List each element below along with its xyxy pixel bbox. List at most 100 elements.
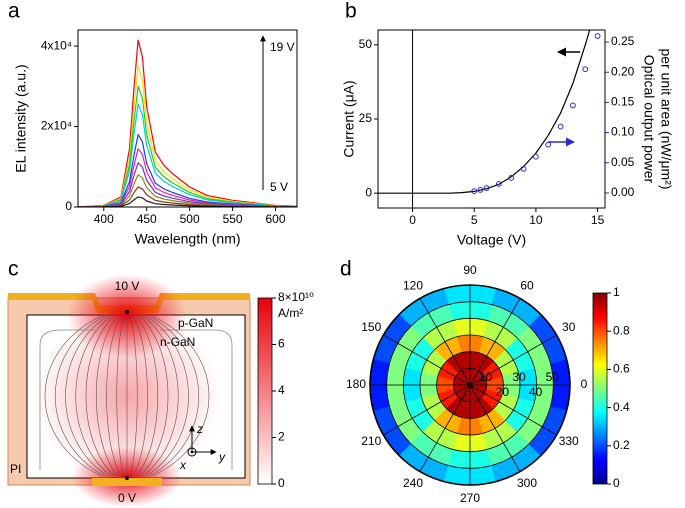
colorbar-tick-label: 0.6 [613, 362, 630, 376]
field-line [142, 315, 179, 477]
data-point [594, 33, 601, 39]
colorbar-tick-label: 1 [613, 285, 620, 299]
y2-tick-label: 0.25 [611, 34, 635, 48]
field-line [129, 315, 138, 477]
data-point [508, 174, 515, 181]
x-tick-label: 5 [471, 213, 478, 227]
coord-axis [187, 447, 197, 457]
field-line [116, 315, 125, 477]
field-line [106, 315, 121, 477]
layer-boundary [39, 329, 233, 470]
annotation: 19 V [270, 40, 295, 54]
series-line [78, 174, 297, 207]
r-tick-label: 10 [479, 370, 493, 384]
theta-grid [383, 384, 471, 436]
theta-grid [419, 384, 471, 472]
annotation: 5 V [270, 180, 288, 194]
plot-frame [77, 29, 298, 208]
contact-dot [125, 476, 129, 480]
series-line [78, 39, 297, 207]
panel-label: b [345, 0, 357, 23]
field-line [146, 315, 189, 477]
annotation: x [179, 458, 187, 472]
field-line [54, 315, 105, 477]
field-line [152, 315, 210, 477]
theta-tick-label: 90 [463, 263, 477, 277]
annotation: 0 V [118, 491, 136, 505]
colorbar-tick-label: 0 [278, 476, 285, 490]
x-tick-label: 15 [591, 213, 605, 227]
top-contact [8, 293, 250, 313]
plot-frame [377, 29, 606, 209]
colorbar-tick-label: 0.8 [613, 323, 630, 337]
y2-tick-label: 0.10 [611, 125, 635, 139]
theta-tick-label: 210 [361, 434, 381, 448]
y-tick-label: 0 [365, 185, 372, 199]
annotation: y [218, 450, 226, 464]
polar-frame [369, 284, 571, 486]
field-line [133, 315, 148, 477]
y-tick-label: 2x10⁴ [41, 119, 72, 133]
colorbar-tick-label: 0 [613, 476, 620, 490]
annotation: 10 V [115, 279, 140, 293]
colorbar [257, 297, 273, 485]
data-point [557, 123, 564, 130]
coord-axis [190, 450, 194, 454]
series-line [78, 65, 297, 207]
r-tick-label: 40 [529, 385, 543, 399]
r-tick-label: 30 [512, 370, 526, 384]
theta-tick-label: 300 [517, 476, 537, 490]
y2-tick-label: 0.05 [611, 155, 635, 169]
x-tick-label: 550 [223, 212, 243, 226]
y2-tick-label: 0.00 [611, 185, 635, 199]
x-tick-label: 500 [180, 212, 200, 226]
colorbar-tick-label: 4 [278, 383, 285, 397]
colorbar-tick-label: 0.2 [613, 438, 630, 452]
x-tick-label: 10 [529, 213, 543, 227]
r-tick-label: 50 [546, 370, 560, 384]
data-point [477, 186, 484, 193]
data-point [533, 153, 539, 160]
data-point [520, 165, 527, 172]
field-line [44, 315, 102, 477]
data-point [496, 180, 502, 187]
series-line [378, 30, 591, 194]
theta-tick-label: 330 [559, 434, 579, 448]
theta-grid [469, 334, 557, 386]
field-line [149, 315, 200, 477]
field-line [139, 315, 169, 477]
theta-tick-label: 120 [403, 278, 423, 292]
y-axis-label: Current (μA) [341, 80, 357, 157]
x-tick-label: 450 [137, 212, 157, 226]
x-tick-label: 400 [94, 212, 114, 226]
y2-axis-label: per unit area (nW/μm²) [658, 48, 674, 189]
field-line [95, 315, 118, 477]
y-axis-label: EL intensity (a.u.) [13, 64, 29, 172]
colorbar [592, 292, 608, 485]
panel-label: d [340, 258, 352, 281]
contact-dot [125, 310, 129, 314]
data-point [570, 102, 576, 109]
panel-label: c [8, 258, 19, 281]
theta-tick-label: 270 [460, 491, 480, 505]
theta-grid [469, 384, 557, 436]
theta-tick-label: 60 [520, 278, 534, 292]
y-tick-label: 50 [359, 37, 373, 51]
series-line [78, 162, 297, 207]
x-tick-label: 600 [266, 212, 286, 226]
theta-grid [469, 384, 521, 472]
theta-tick-label: 150 [361, 320, 381, 334]
field-line [136, 315, 159, 477]
y2-tick-label: 0.20 [611, 64, 635, 78]
series-line [78, 134, 297, 207]
y-tick-label: 0 [65, 199, 72, 213]
theta-grid [419, 298, 471, 386]
annotation: n-GaN [160, 335, 195, 349]
series-line [78, 103, 297, 207]
field-line [75, 315, 112, 477]
theta-tick-label: 180 [346, 377, 366, 391]
data-point [582, 66, 589, 73]
field-line [65, 315, 108, 477]
series-line [78, 85, 297, 207]
